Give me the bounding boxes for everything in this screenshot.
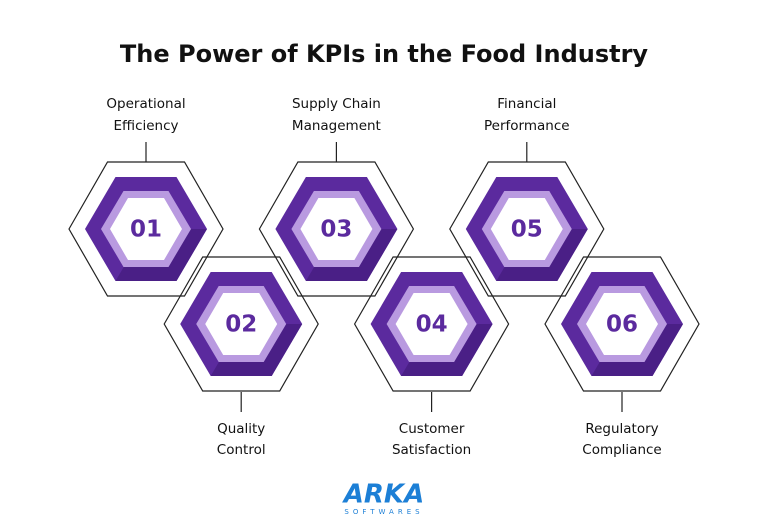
number: 03 [320, 217, 352, 243]
hex-outline [68, 161, 224, 297]
hex-white [490, 198, 563, 260]
hex-outline [163, 256, 319, 392]
label: Compliance [582, 442, 661, 458]
hex-white [586, 293, 658, 355]
label: Satisfaction [392, 442, 471, 458]
hex-white [205, 293, 278, 355]
logo-tagline: SOFTWARES [344, 508, 423, 516]
number: 04 [416, 312, 448, 338]
number: 02 [225, 312, 257, 338]
label: Regulatory [585, 421, 658, 437]
label: Customer [399, 421, 465, 437]
label: Financial [497, 96, 556, 112]
label: Performance [484, 118, 570, 134]
number: 01 [130, 217, 162, 243]
hex-outline [258, 161, 415, 297]
hex-outline [449, 161, 605, 297]
hex-outline [544, 256, 700, 392]
number: 05 [511, 217, 543, 243]
logo-name: ARKA [342, 480, 424, 510]
hex-white [110, 198, 182, 260]
label: Control [217, 442, 266, 458]
label: Management [292, 118, 381, 134]
hex-white [395, 293, 468, 355]
label: Operational [106, 96, 185, 112]
label: Quality [217, 421, 265, 437]
title: The Power of KPIs in the Food Industry [120, 40, 649, 68]
hex-outline [353, 256, 510, 392]
label: Supply Chain [292, 96, 381, 112]
hex-white [300, 198, 373, 260]
label: Efficiency [113, 118, 178, 134]
number: 06 [606, 312, 638, 338]
